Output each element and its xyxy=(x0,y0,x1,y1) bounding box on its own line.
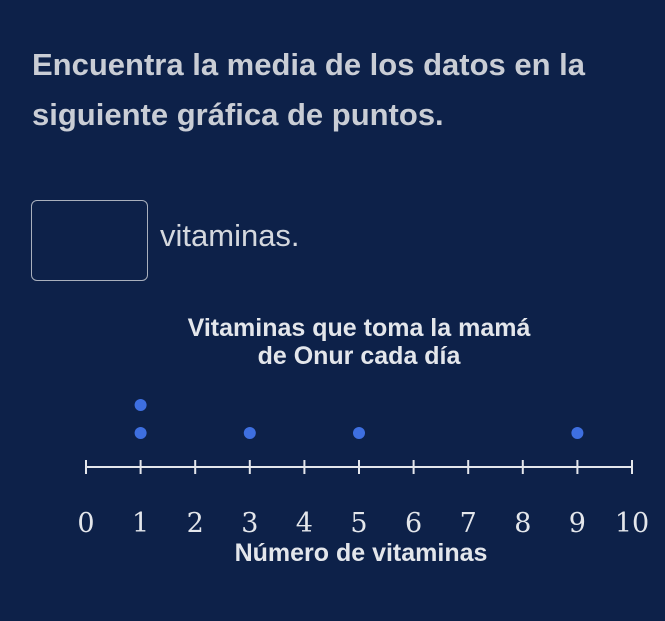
tick-label: 0 xyxy=(77,508,94,539)
tick-label: 10 xyxy=(615,508,649,539)
chart-title-line-2: de Onur cada día xyxy=(258,342,462,370)
data-dot xyxy=(134,427,147,439)
data-dots xyxy=(134,399,584,439)
number-line xyxy=(85,460,633,474)
tick-label: 4 xyxy=(296,508,313,539)
x-axis-title: Número de vitaminas xyxy=(235,539,488,567)
tick-label: 8 xyxy=(514,508,531,539)
tick-label: 9 xyxy=(569,508,586,539)
tick-label: 6 xyxy=(405,508,422,539)
question-text: Encuentra la media de los datos en la si… xyxy=(32,47,586,132)
answer-row: vitaminas. xyxy=(31,198,300,282)
tick-labels: 0 1 2 3 4 5 6 7 8 9 10 xyxy=(77,508,649,539)
tick-label: 3 xyxy=(241,508,258,539)
data-dot xyxy=(134,399,147,411)
data-dot xyxy=(571,427,584,439)
tick-label: 1 xyxy=(132,508,149,539)
tick-label: 5 xyxy=(350,508,367,539)
tick-label: 2 xyxy=(187,508,204,539)
answer-input[interactable] xyxy=(31,199,148,281)
chart-title-line-1: Vitaminas que toma la mamá xyxy=(188,314,531,342)
data-dot xyxy=(243,427,256,439)
data-dot xyxy=(353,427,365,439)
tick-label: 7 xyxy=(460,508,477,539)
answer-unit-label: vitaminas. xyxy=(160,218,300,253)
